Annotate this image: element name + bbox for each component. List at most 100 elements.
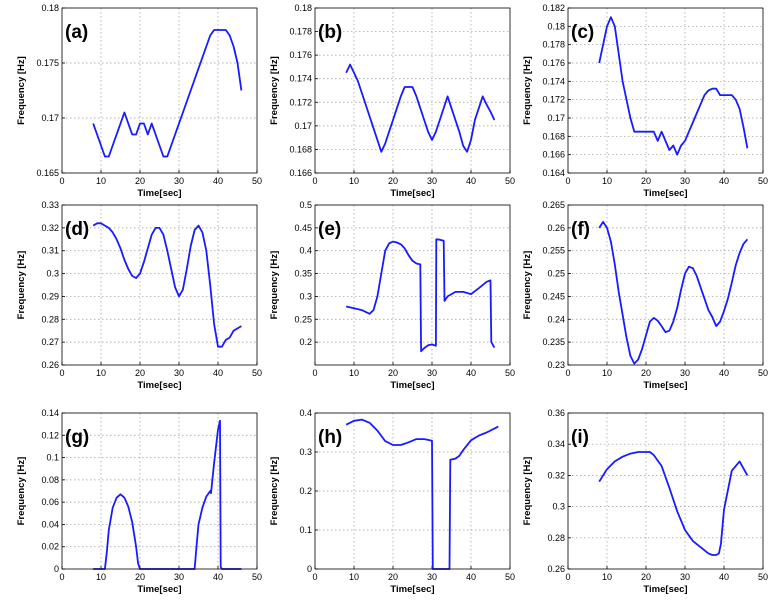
x-axis-label: Time[sec] — [137, 188, 181, 199]
y-tick-label: 0.32 — [547, 470, 565, 480]
y-tick-label: 0.2 — [299, 486, 312, 496]
y-tick-label: 0.2 — [299, 337, 312, 347]
x-tick-label: 20 — [388, 572, 398, 582]
y-axis-label: Frequency [Hz] — [269, 251, 280, 320]
y-tick-label: 0.166 — [542, 150, 565, 160]
plot-area — [62, 413, 257, 569]
y-tick-label: 0.34 — [547, 439, 565, 449]
axes-frame — [567, 7, 764, 174]
y-tick-label: 0.17 — [41, 113, 59, 123]
y-tick-label: 0 — [307, 564, 312, 574]
y-tick-label: 0.31 — [41, 246, 59, 256]
x-tick-label: 10 — [349, 572, 359, 582]
plot-area — [568, 413, 763, 569]
y-tick-label: 0.172 — [289, 97, 312, 107]
x-tick-label: 0 — [312, 368, 317, 378]
x-tick-label: 30 — [427, 572, 437, 582]
panel-label: (i) — [571, 427, 589, 448]
axes-frame — [61, 412, 258, 570]
y-axis-label: Frequency [Hz] — [522, 56, 533, 125]
x-tick-label: 20 — [135, 176, 145, 186]
x-tick-label: 40 — [213, 572, 223, 582]
y-tick-label: 0.17 — [294, 121, 312, 131]
y-tick-label: 0.18 — [547, 21, 565, 31]
x-tick-label: 20 — [135, 368, 145, 378]
panel-d: 0 10 20 30 40 50 0.26 0.27 0.28 0.29 0.3 0.31 0.32 0.… — [16, 200, 262, 391]
x-tick-label: 30 — [427, 368, 437, 378]
x-tick-label: 50 — [758, 368, 768, 378]
x-tick-label: 20 — [641, 176, 651, 186]
y-tick-label: 0.1 — [299, 525, 312, 535]
y-tick-label: 0.4 — [299, 408, 312, 418]
y-tick-label: 0.18 — [294, 3, 312, 13]
y-tick-label: 0.29 — [41, 291, 59, 301]
y-tick-label: 0.3 — [299, 291, 312, 301]
y-tick-label: 0.26 — [547, 223, 565, 233]
x-tick-label: 10 — [96, 368, 106, 378]
x-tick-label: 40 — [466, 572, 476, 582]
y-tick-label: 0.35 — [294, 269, 312, 279]
y-tick-label: 0.176 — [289, 50, 312, 60]
x-tick-label: 30 — [680, 572, 690, 582]
x-tick-label: 0 — [59, 368, 64, 378]
y-tick-label: 0.4 — [299, 246, 312, 256]
x-axis-label: Time[sec] — [390, 584, 434, 595]
panel-b: 0 10 20 30 40 50 0.166 0.168 0.17 0.172 0.174 0.176… — [269, 3, 515, 199]
y-tick-label: 0.174 — [542, 76, 565, 86]
y-tick-label: 0.32 — [41, 223, 59, 233]
panel-a: 0 10 20 30 40 50 0.165 0.17 0.175 0.18 Time[sec] Fr… — [16, 3, 262, 199]
axes-frame — [61, 7, 258, 174]
x-tick-label: 50 — [505, 176, 515, 186]
y-tick-label: 0.3 — [552, 502, 565, 512]
panel-c: 0 10 20 30 40 50 0.164 0.166 0.168 0.17 0.172 0.174… — [522, 3, 768, 199]
x-axis-label: Time[sec] — [643, 380, 687, 391]
series-line — [598, 16, 749, 156]
x-tick-label: 0 — [59, 176, 64, 186]
y-tick-label: 0.166 — [289, 168, 312, 178]
x-tick-label: 40 — [466, 176, 476, 186]
x-tick-label: 30 — [174, 572, 184, 582]
x-tick-label: 50 — [252, 176, 262, 186]
x-tick-label: 20 — [388, 176, 398, 186]
x-tick-label: 20 — [135, 572, 145, 582]
y-axis-label: Frequency [Hz] — [16, 56, 27, 125]
y-tick-label: 0.3 — [299, 447, 312, 457]
x-tick-label: 30 — [427, 176, 437, 186]
y-tick-label: 0.06 — [41, 497, 59, 507]
x-tick-label: 40 — [719, 176, 729, 186]
y-tick-label: 0.182 — [542, 3, 565, 13]
y-tick-label: 0.02 — [41, 542, 59, 552]
axes-frame — [61, 204, 258, 366]
y-tick-label: 0 — [54, 564, 59, 574]
y-tick-label: 0.25 — [294, 314, 312, 324]
x-tick-label: 0 — [312, 176, 317, 186]
x-axis-label: Time[sec] — [643, 188, 687, 199]
y-tick-label: 0.26 — [41, 360, 59, 370]
x-tick-label: 40 — [213, 368, 223, 378]
panel-label: (f) — [571, 219, 590, 240]
panel-g: 0 10 20 30 40 50 0 0.02 0.04 0.06 0.08 0.1 0.12 0.14 T… — [16, 408, 262, 595]
y-axis-label: Frequency [Hz] — [16, 251, 27, 320]
series-line — [598, 451, 749, 556]
x-tick-label: 50 — [252, 572, 262, 582]
panel-f: 0 10 20 30 40 50 0.23 0.235 0.24 0.245 0.25 0.255 0.… — [522, 200, 768, 391]
x-tick-label: 50 — [758, 176, 768, 186]
axes-frame — [567, 412, 764, 570]
plot-area — [315, 8, 510, 173]
x-tick-label: 30 — [174, 368, 184, 378]
x-tick-label: 10 — [602, 368, 612, 378]
y-tick-label: 0.172 — [542, 95, 565, 105]
x-tick-label: 0 — [565, 572, 570, 582]
panel-e: 0 10 20 30 40 50 0.2 0.25 0.3 0.35 0.4 0.45 0.5 Time[… — [269, 200, 515, 391]
x-tick-label: 40 — [466, 368, 476, 378]
x-tick-label: 10 — [349, 368, 359, 378]
y-tick-label: 0.45 — [294, 223, 312, 233]
x-tick-label: 0 — [312, 572, 317, 582]
axes-frame — [314, 204, 511, 366]
series-line — [345, 418, 499, 570]
y-tick-label: 0.36 — [547, 408, 565, 418]
axes-frame — [314, 412, 511, 570]
y-tick-label: 0.04 — [41, 519, 59, 529]
x-tick-label: 0 — [565, 368, 570, 378]
